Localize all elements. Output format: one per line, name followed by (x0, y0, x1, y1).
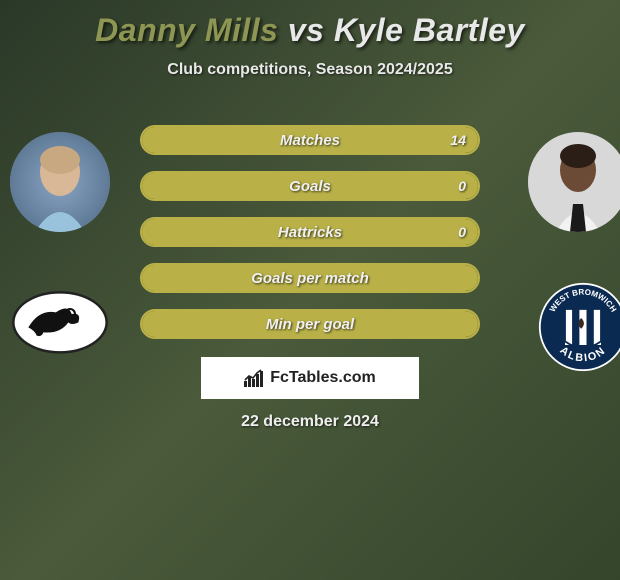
subtitle: Club competitions, Season 2024/2025 (0, 61, 620, 79)
metrics-bars: Matches 14 Goals 0 Hattricks 0 Goals per… (140, 125, 480, 355)
metric-value-right: 0 (446, 173, 478, 199)
metric-label: Goals per match (142, 265, 478, 291)
metric-value-right: 14 (438, 127, 478, 153)
date-text: 22 december 2024 (0, 413, 620, 431)
player-left-portrait (10, 132, 110, 232)
title-player-right: Kyle Bartley (334, 12, 525, 48)
metric-row-goals-per-match: Goals per match (140, 263, 480, 293)
metric-label: Matches (142, 127, 478, 153)
brand-text: FcTables.com (270, 369, 376, 387)
brand-chart-icon (244, 369, 266, 387)
metric-row-min-per-goal: Min per goal (140, 309, 480, 339)
page-title: Danny Mills vs Kyle Bartley (0, 0, 620, 49)
brand-badge: FcTables.com (201, 357, 419, 399)
club-right-logo: WEST BROMWICH ALBION (538, 282, 620, 372)
club-left-logo (10, 282, 110, 362)
metric-row-matches: Matches 14 (140, 125, 480, 155)
title-vs: vs (288, 12, 325, 48)
player-right-portrait (528, 132, 620, 232)
metric-label: Hattricks (142, 219, 478, 245)
metric-row-goals: Goals 0 (140, 171, 480, 201)
metric-row-hattricks: Hattricks 0 (140, 217, 480, 247)
metric-value-right: 0 (446, 219, 478, 245)
metric-label: Min per goal (142, 311, 478, 337)
metric-label: Goals (142, 173, 478, 199)
title-player-left: Danny Mills (95, 12, 278, 48)
